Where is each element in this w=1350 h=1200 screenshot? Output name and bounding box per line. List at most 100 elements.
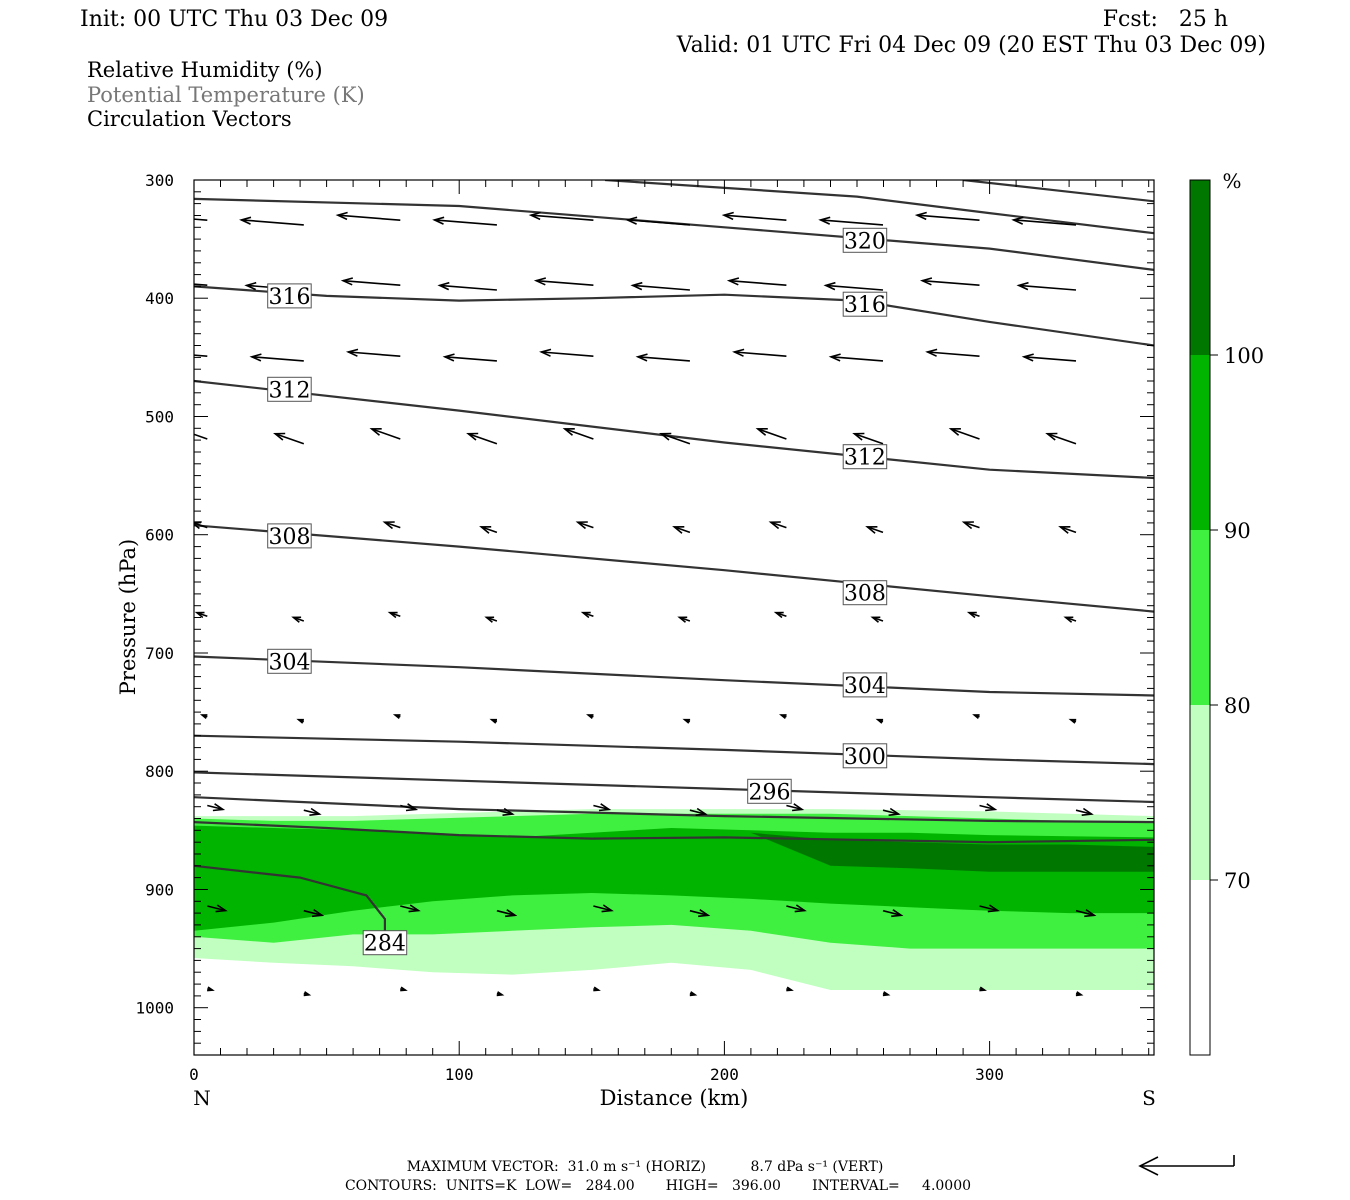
circulation-vector-head — [296, 718, 304, 724]
contour-label: 308 — [269, 525, 311, 550]
circulation-vector-head — [479, 526, 492, 534]
circulation-vector-head — [961, 521, 974, 530]
theta-contour-layer — [194, 180, 1154, 949]
circulation-vector-head — [150, 278, 160, 285]
circulation-vector — [854, 432, 884, 445]
circulation-vector — [1023, 356, 1077, 362]
circulation-vector — [882, 809, 899, 815]
circulation-vector-head — [309, 807, 322, 816]
circulation-vector — [541, 351, 594, 357]
circulation-vector-head — [852, 432, 865, 441]
circulation-vector-head — [215, 904, 228, 913]
circulation-vector-head — [672, 526, 685, 534]
circulation-vector — [637, 356, 690, 362]
circulation-vector-head — [1084, 909, 1097, 918]
circulation-vector — [632, 284, 690, 291]
axes: 300 400 500 600 700 800 900 1000 0 100 200 300 — [135, 171, 1154, 1084]
theta-contour-320 — [194, 197, 1154, 271]
circulation-vector-head — [1081, 807, 1094, 816]
circulation-vector — [274, 432, 305, 445]
colorbar-swatch — [1190, 880, 1210, 1055]
contour-label: 300 — [844, 745, 886, 770]
colorbar: 70 80 90 100 — [1189, 179, 1264, 1056]
theta-contour-300 — [194, 734, 1154, 766]
circulation-vector-head — [484, 616, 495, 623]
circulation-vector — [661, 432, 691, 445]
circulation-vector-head — [786, 986, 794, 992]
circulation-vector-head — [635, 353, 648, 362]
circulation-vector — [194, 354, 208, 357]
circulation-vector-head — [870, 616, 881, 623]
circulation-vector — [757, 428, 787, 440]
circulation-vector — [241, 219, 304, 226]
circulation-vector — [979, 905, 998, 912]
circulation-vector-head — [732, 348, 745, 357]
circulation-vector-head — [865, 526, 878, 534]
circulation-vector — [564, 428, 594, 440]
theta-contour-292 — [194, 796, 1154, 824]
circulation-vector-head — [891, 909, 904, 918]
circulation-vector — [207, 905, 226, 912]
y-axis-title: Pressure (hPa) — [116, 539, 140, 695]
circulation-vector — [770, 521, 787, 529]
colorbar-frame — [1189, 179, 1211, 1056]
circulation-vector-head — [919, 277, 933, 286]
circulation-vector-head — [335, 211, 348, 221]
circulation-vector-head — [408, 904, 421, 913]
circulation-vector-head — [528, 211, 541, 221]
circulation-vector-head — [721, 211, 734, 221]
circulation-vector — [496, 809, 513, 815]
circulation-vector — [593, 905, 612, 912]
circulation-vector — [251, 356, 304, 362]
circulation-vector — [786, 804, 803, 811]
contour-label: 308 — [844, 582, 886, 607]
circulation-vector — [1075, 909, 1095, 917]
circulation-vector-head — [466, 432, 479, 441]
theta-contour-296 — [194, 771, 1154, 804]
contour-label: 316 — [269, 285, 311, 310]
reference-vector-arrow — [1138, 1155, 1235, 1176]
circulation-vector-head — [689, 991, 698, 997]
contour-label: 284 — [364, 932, 406, 957]
circulation-vector-head — [726, 277, 740, 286]
theta-contour-284 — [194, 864, 386, 949]
colorbar-level-label: 90 — [1224, 519, 1251, 543]
circulation-vector-head — [914, 211, 927, 221]
circulation-vector — [194, 283, 208, 286]
y-tick-label: 900 — [145, 881, 174, 900]
circulation-vector-head — [1045, 432, 1058, 441]
circulation-vector — [689, 809, 706, 815]
contour-label-box — [842, 291, 888, 317]
y-tick-label: 600 — [145, 526, 174, 545]
circulation-vector — [1060, 526, 1077, 534]
y-tick-label: 500 — [145, 408, 174, 427]
circulation-vector-head — [778, 714, 787, 720]
circulation-vector-head — [194, 611, 205, 619]
circulation-vector-head — [682, 718, 691, 724]
circulation-vector-head — [882, 991, 891, 997]
circulation-vector-head — [773, 611, 784, 619]
y-tick-label: 1000 — [135, 999, 174, 1018]
circulation-vector — [820, 219, 884, 226]
circulation-vector-head — [400, 986, 408, 992]
circulation-vector-head — [925, 348, 938, 357]
colorbar-level-label: 70 — [1224, 869, 1251, 893]
circulation-vector-head — [972, 714, 980, 720]
circulation-vector — [882, 909, 902, 917]
circulation-vector — [593, 804, 610, 811]
circulation-vector-head — [179, 429, 189, 436]
circulation-vector-head — [979, 986, 987, 992]
circulation-vector-head — [575, 521, 588, 530]
circulation-vector — [950, 428, 980, 440]
contour-label: 320 — [844, 229, 886, 254]
circulation-vector-head — [212, 803, 226, 812]
circulation-vector — [927, 351, 980, 357]
x-end-label-south: S — [1142, 1086, 1156, 1110]
circulation-vector-head — [1011, 216, 1024, 225]
circulation-vector — [400, 804, 417, 811]
theta-contour-288 — [194, 821, 1154, 844]
colorbar-unit: % — [1222, 169, 1241, 193]
circulation-vector — [194, 218, 208, 221]
circulation-vector — [734, 351, 787, 357]
